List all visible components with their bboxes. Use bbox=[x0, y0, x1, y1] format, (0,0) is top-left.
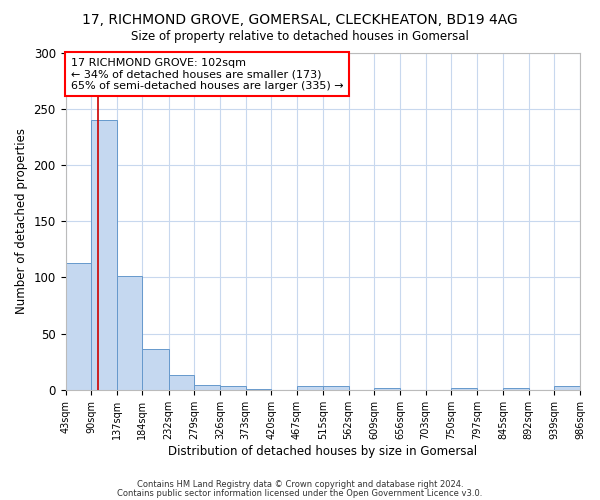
Bar bbox=[220, 386, 245, 390]
Bar bbox=[451, 388, 477, 390]
Bar bbox=[142, 350, 169, 390]
Bar bbox=[503, 388, 529, 390]
Bar bbox=[374, 388, 400, 390]
Text: Size of property relative to detached houses in Gomersal: Size of property relative to detached ho… bbox=[131, 30, 469, 43]
Bar bbox=[169, 375, 194, 390]
Bar bbox=[117, 276, 142, 390]
Y-axis label: Number of detached properties: Number of detached properties bbox=[15, 128, 28, 314]
X-axis label: Distribution of detached houses by size in Gomersal: Distribution of detached houses by size … bbox=[168, 444, 478, 458]
Text: 17, RICHMOND GROVE, GOMERSAL, CLECKHEATON, BD19 4AG: 17, RICHMOND GROVE, GOMERSAL, CLECKHEATO… bbox=[82, 12, 518, 26]
Bar bbox=[297, 386, 323, 390]
Bar bbox=[323, 386, 349, 390]
Text: Contains public sector information licensed under the Open Government Licence v3: Contains public sector information licen… bbox=[118, 489, 482, 498]
Text: 17 RICHMOND GROVE: 102sqm
← 34% of detached houses are smaller (173)
65% of semi: 17 RICHMOND GROVE: 102sqm ← 34% of detac… bbox=[71, 58, 343, 91]
Text: Contains HM Land Registry data © Crown copyright and database right 2024.: Contains HM Land Registry data © Crown c… bbox=[137, 480, 463, 489]
Bar bbox=[245, 388, 271, 390]
Bar bbox=[65, 263, 91, 390]
Bar bbox=[554, 386, 580, 390]
Bar bbox=[91, 120, 117, 390]
Bar bbox=[194, 386, 220, 390]
